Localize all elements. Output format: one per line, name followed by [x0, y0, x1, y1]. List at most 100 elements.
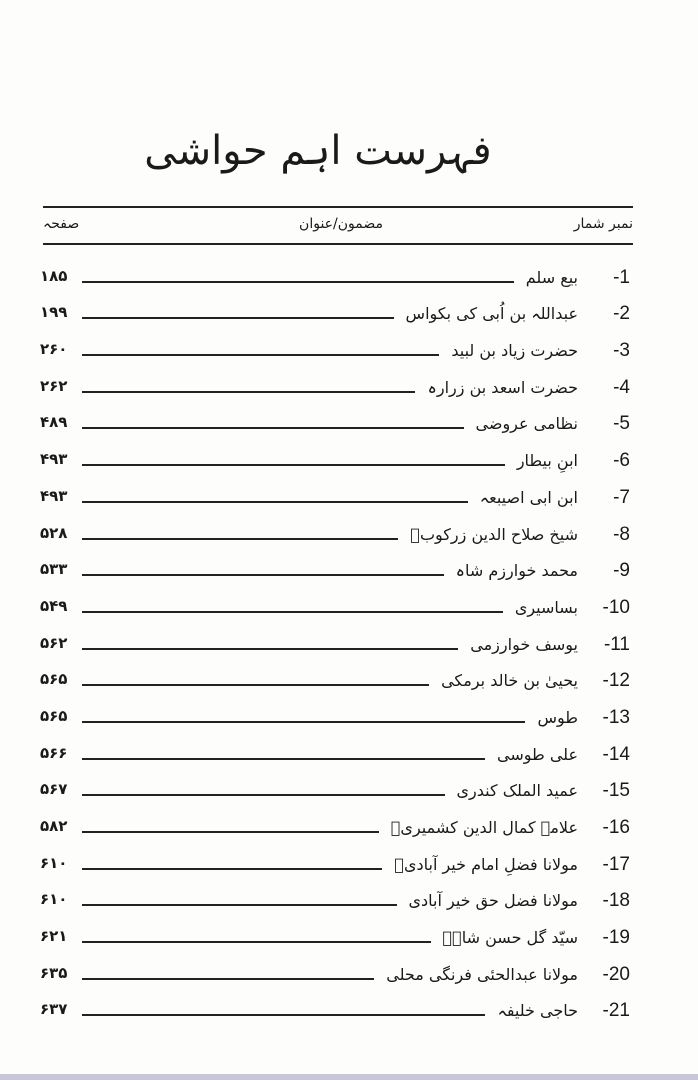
entry-page: ۲۶۰ [40, 340, 68, 359]
list-item: -9 محمد خوارزم شاہ ۵۳۳ [40, 546, 630, 583]
leader-line [82, 720, 526, 723]
entry-page: ۵۴۹ [40, 596, 68, 615]
leader-line [82, 427, 464, 430]
contents-list: -1 بیع سلم ۱۸۵ -2 عبداللہ بن اُبی کی بکواس ۱۹… [40, 252, 630, 1022]
entry-page: ۶۱۰ [40, 890, 68, 909]
leader-line [82, 354, 440, 357]
leader-line [82, 500, 468, 503]
entry-page: ۶۱۰ [40, 853, 68, 872]
entry-title: سیّد گل حسن شاہؒ [442, 928, 578, 948]
list-item: -5 نظامی عروضی ۴۸۹ [40, 399, 630, 436]
entry-page: ۲۶۲ [40, 376, 68, 395]
entry-title: عبداللہ بن اُبی کی بکواس [405, 304, 578, 324]
entry-title: طوس [537, 707, 578, 727]
entry-number: -19 [602, 927, 630, 949]
entry-number: -17 [602, 853, 630, 875]
entry-page: ۴۹۳ [40, 486, 68, 505]
entry-number: -21 [602, 1000, 630, 1022]
leader-line [82, 867, 383, 870]
table-header: نمبر شمار مضمون/عنوان صفحہ [43, 216, 633, 240]
entry-page: ۱۸۵ [40, 266, 68, 285]
leader-line [82, 1014, 486, 1017]
list-item: -20 مولانا عبدالحئی فرنگی محلی ۶۳۵ [40, 949, 630, 986]
entry-number: -2 [613, 303, 630, 325]
entry-title: عمید الملک کندری [456, 781, 578, 801]
list-item: -15 عمید الملک کندری ۵۶۷ [40, 766, 630, 803]
entry-title: محمد خوارزم شاہ [455, 561, 578, 581]
list-item: -18 مولانا فضل حق خیر آبادی ۶۱۰ [40, 876, 630, 913]
entry-number: -8 [613, 523, 630, 545]
entry-page: ۵۶۵ [40, 706, 68, 725]
entry-number: -16 [602, 817, 630, 838]
entry-page: ۶۲۱ [40, 927, 68, 946]
leader-line [82, 537, 399, 540]
list-item: -1 بیع سلم ۱۸۵ [40, 252, 630, 289]
leader-line [82, 977, 375, 980]
leader-line [82, 610, 503, 613]
entry-number: -12 [602, 670, 630, 692]
header-top-rule [43, 206, 633, 208]
list-item: -17 مولانا فضلِ امام خیر آبادیؒ ۶۱۰ [40, 839, 630, 876]
list-item: -19 سیّد گل حسن شاہؒ ۶۲۱ [40, 912, 630, 949]
leader-line [82, 280, 514, 283]
entry-number: -20 [602, 963, 630, 985]
leader-line [82, 574, 444, 577]
entry-title: شیخ صلاح الدین زرکوبؒ [410, 524, 578, 544]
entry-title: یحییٰ بن خالد برمکی [441, 671, 578, 691]
leader-line [82, 317, 394, 320]
list-item: -12 یحییٰ بن خالد برمکی ۵۶۵ [40, 656, 630, 693]
entry-title: ابنِ بیطار [516, 451, 578, 471]
entry-title: یوسف خوارزمی [470, 634, 578, 654]
entry-title: حضرت زیاد بن لبید [451, 341, 578, 361]
entry-title: علامہ کمال الدین کشمیریؒ [390, 818, 578, 837]
entry-page: ۵۶۲ [40, 633, 68, 652]
list-item: -3 حضرت زیاد بن لبید ۲۶۰ [40, 325, 630, 362]
list-item: -4 حضرت اسعد بن زرارہ ۲۶۲ [40, 362, 630, 399]
leader-line [82, 941, 431, 944]
entry-number: -9 [613, 560, 630, 582]
leader-line [82, 831, 379, 833]
entry-page: ۴۹۳ [40, 450, 68, 469]
entry-number: -6 [613, 450, 630, 472]
entry-title: علی طوسی [496, 744, 578, 764]
list-item: -6 ابنِ بیطار ۴۹۳ [40, 435, 630, 472]
entry-number: -7 [613, 486, 630, 508]
entry-number: -15 [602, 780, 630, 802]
entry-number: -11 [603, 633, 630, 655]
entry-title: بیع سلم [525, 267, 578, 287]
entry-title: مولانا عبدالحئی فرنگی محلی [386, 964, 578, 984]
entry-page: ۵۶۵ [40, 670, 68, 689]
leader-line [82, 794, 445, 797]
header-subject: مضمون/عنوان [299, 216, 383, 232]
entry-page: ۵۶۷ [40, 780, 68, 799]
list-item: -11 یوسف خوارزمی ۵۶۲ [40, 619, 630, 656]
entry-title: بساسیری [514, 597, 578, 617]
entry-page: ۶۳۷ [40, 1000, 68, 1019]
entry-page: ۴۸۹ [40, 413, 68, 432]
entry-title: مولانا فضل حق خیر آبادی [408, 891, 578, 911]
entry-title: نظامی عروضی [475, 414, 578, 434]
entry-title: حاجی خلیفہ [497, 1001, 578, 1021]
leader-line [82, 904, 397, 907]
entry-number: -1 [613, 266, 630, 288]
entry-title: ابن ابی اصیبعہ [479, 487, 578, 507]
entry-number: -14 [602, 743, 630, 765]
leader-line [82, 684, 430, 687]
entry-number: -3 [613, 340, 630, 362]
leader-line [82, 757, 485, 760]
header-page: صفحہ [43, 216, 80, 232]
list-item: -8 شیخ صلاح الدین زرکوبؒ ۵۲۸ [40, 509, 630, 546]
entry-number: -10 [602, 596, 630, 618]
entry-page: ۶۳۵ [40, 963, 68, 982]
entry-page: ۵۶۶ [40, 743, 68, 762]
list-item: -13 طوس ۵۶۵ [40, 692, 630, 729]
leader-line [82, 390, 416, 393]
list-item: -2 عبداللہ بن اُبی کی بکواس ۱۹۹ [40, 289, 630, 326]
entry-number: -13 [602, 706, 630, 728]
scan-edge [0, 1074, 698, 1080]
entry-title: حضرت اسعد بن زرارہ [427, 377, 578, 397]
entry-page: ۵۳۳ [40, 560, 68, 579]
list-item: -21 حاجی خلیفہ ۶۳۷ [40, 986, 630, 1023]
header-serial: نمبر شمار [573, 216, 633, 232]
entry-page: ۱۹۹ [40, 303, 68, 322]
